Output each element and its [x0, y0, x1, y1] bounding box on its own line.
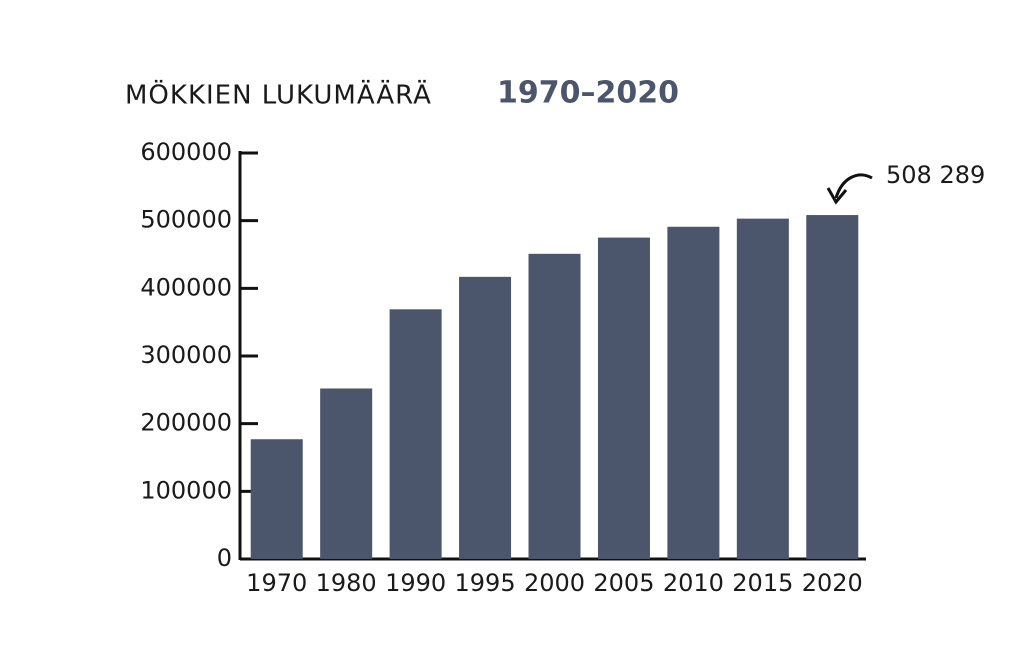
x-tick-label: 2000: [524, 569, 585, 597]
bar: [806, 215, 859, 559]
bar: [597, 237, 650, 560]
value-label: 508 289: [886, 161, 985, 189]
x-tick-label: 2015: [732, 569, 793, 597]
y-tick-label: 300000: [140, 341, 232, 369]
x-tick-label: 1995: [455, 569, 516, 597]
x-tick-label: 2010: [663, 569, 724, 597]
bar: [389, 309, 442, 559]
bar: [459, 276, 512, 559]
bar: [736, 218, 789, 560]
x-tick-label: 1980: [316, 569, 377, 597]
bar: [528, 253, 581, 559]
annotation-arrow: [834, 173, 873, 199]
x-tick-label: 1970: [246, 569, 307, 597]
y-tick-label: 400000: [140, 273, 232, 301]
bar: [667, 226, 720, 560]
x-tick-label: 2005: [593, 569, 654, 597]
y-tick-label: 600000: [140, 138, 232, 166]
bar: [320, 388, 373, 559]
annotation-arrowhead: [826, 187, 848, 205]
y-tick-label: 200000: [140, 409, 232, 437]
x-tick-label: 1990: [385, 569, 446, 597]
bar: [250, 439, 303, 559]
chart-title: MÖKKIEN LUKUMÄÄRÄ: [125, 79, 432, 111]
y-tick-label: 100000: [140, 476, 232, 504]
y-tick-label: 0: [217, 544, 232, 572]
chart-title-highlight: 1970–2020: [497, 76, 679, 111]
y-tick-label: 500000: [140, 206, 232, 234]
x-tick-label: 2020: [802, 569, 863, 597]
